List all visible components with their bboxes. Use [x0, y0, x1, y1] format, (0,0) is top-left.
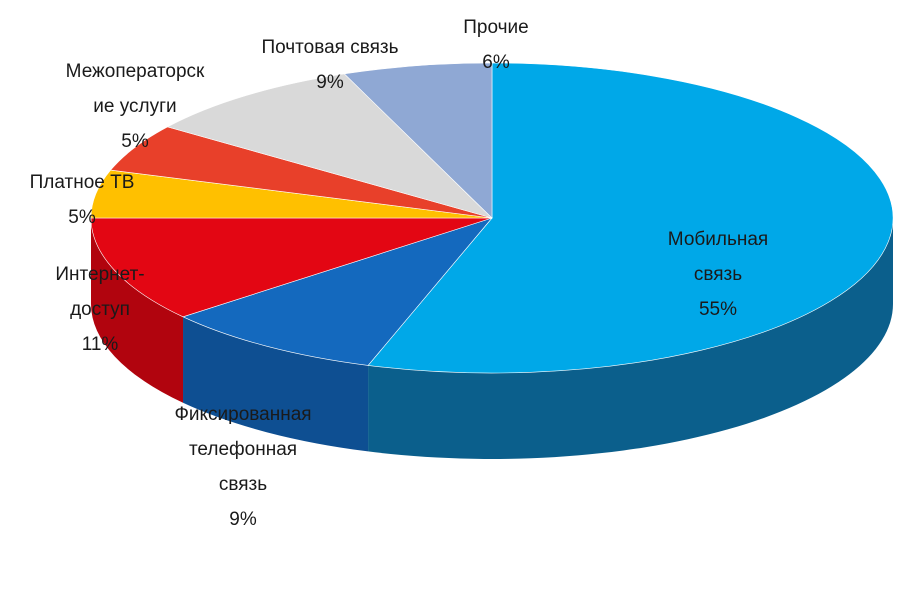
pie-slice-5 [166, 73, 493, 219]
slice-label-1: Фиксированная телефонная связь 9% [174, 404, 311, 530]
slice-label-2: Интернет-доступ 11% [55, 264, 144, 355]
pie-labels: Мобильная связь 55% Фиксированная телефонная… [30, 17, 769, 530]
pie-slice-6 [343, 62, 493, 219]
slice-label-4: Межоператорск ие услуги 5% [66, 61, 205, 152]
slice-label-0: Мобильная связь 55% [668, 229, 768, 320]
pie-side-1 [183, 316, 369, 452]
slice-label-5: Почтовая связь 9% [261, 37, 398, 93]
pie-side-0 [368, 218, 894, 459]
pie-slice-2 [90, 217, 493, 318]
slice-label-3: Платное ТВ 5% [30, 172, 135, 228]
pie-sides [91, 218, 894, 459]
pie-slice-1 [182, 217, 493, 366]
pie-tops [90, 62, 894, 374]
pie-side-2 [91, 218, 184, 403]
slice-label-6: Прочие 6% [463, 17, 528, 73]
pie-slice-0 [367, 62, 894, 374]
